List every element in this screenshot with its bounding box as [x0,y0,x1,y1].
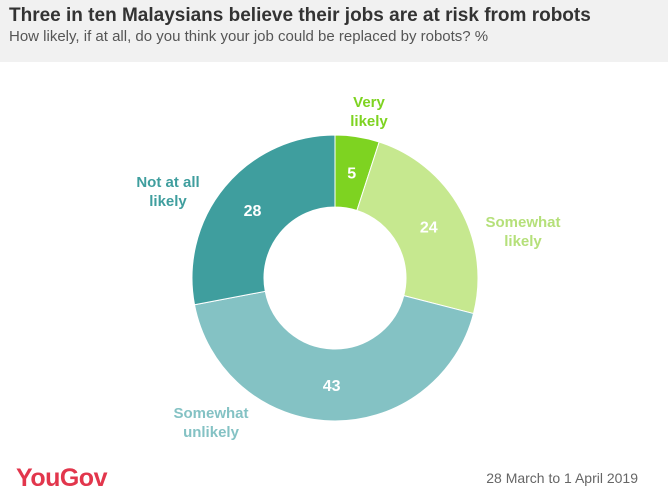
chart-subtitle: How likely, if at all, do you think your… [9,28,489,45]
slice-somewhat-unlikely [193,290,475,422]
category-label-somewhat-likely: Somewhat likely [485,214,560,250]
slice-somewhat-likely [356,141,479,315]
header-band: Three in ten Malaysians believe their jo… [0,0,668,62]
category-label-not-at-all-likely: Not at all likely [136,174,199,210]
value-label-somewhat-likely: 24 [420,219,438,236]
chart-title: Three in ten Malaysians believe their jo… [9,5,591,26]
fieldwork-date: 28 March to 1 April 2019 [486,470,638,486]
value-label-somewhat-unlikely: 43 [323,378,341,395]
value-label-not-at-all-likely: 28 [244,203,262,220]
slice-not-at-all-likely [191,134,336,306]
value-label-very-likely: 5 [347,165,356,182]
yougov-logo: YouGov [16,464,107,492]
category-label-very-likely: Very likely [350,94,388,130]
category-label-somewhat-unlikely: Somewhat unlikely [173,405,248,441]
